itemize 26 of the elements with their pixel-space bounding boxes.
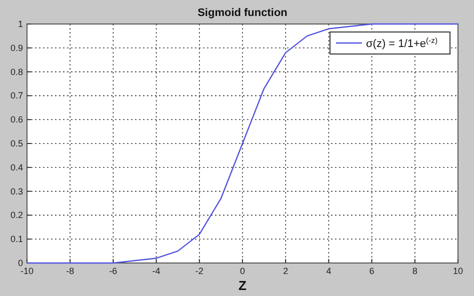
line-series xyxy=(26,23,459,264)
x-tick-label: 6 xyxy=(369,266,374,276)
chart-title: Sigmoid function xyxy=(198,7,288,19)
y-tick-label: 0.5 xyxy=(10,138,23,148)
x-tick-label: 2 xyxy=(283,266,288,276)
y-tick-label: 0.3 xyxy=(10,186,23,196)
x-axis-title: Z xyxy=(238,278,247,293)
x-tick-label: 8 xyxy=(412,266,418,276)
y-tick-label: 1 xyxy=(18,19,23,29)
y-tick-label: 0.6 xyxy=(10,114,23,125)
y-tick-label: 0.9 xyxy=(10,42,23,53)
x-tick-label: 10 xyxy=(452,266,464,276)
x-tick-label: -8 xyxy=(66,266,74,276)
y-tick-label: 0.4 xyxy=(10,162,23,172)
y-tick-label: 0.2 xyxy=(10,210,23,220)
y-tick-label: 0.7 xyxy=(10,90,23,101)
x-tick-label: -2 xyxy=(195,266,204,276)
x-tick-label: 4 xyxy=(326,266,332,276)
y-tick-label: 0.1 xyxy=(10,234,23,244)
legend-label: σ(z) = 1/1+e$^{(-z)}$ xyxy=(366,36,438,50)
y-tick-label: 0.8 xyxy=(10,66,23,77)
y-tick-label: 0 xyxy=(18,258,23,268)
x-tick-label: -4 xyxy=(152,266,160,276)
x-tick-label: -10 xyxy=(20,266,34,276)
x-tick-label: -6 xyxy=(109,266,118,276)
x-tick-label: 0 xyxy=(240,266,246,276)
